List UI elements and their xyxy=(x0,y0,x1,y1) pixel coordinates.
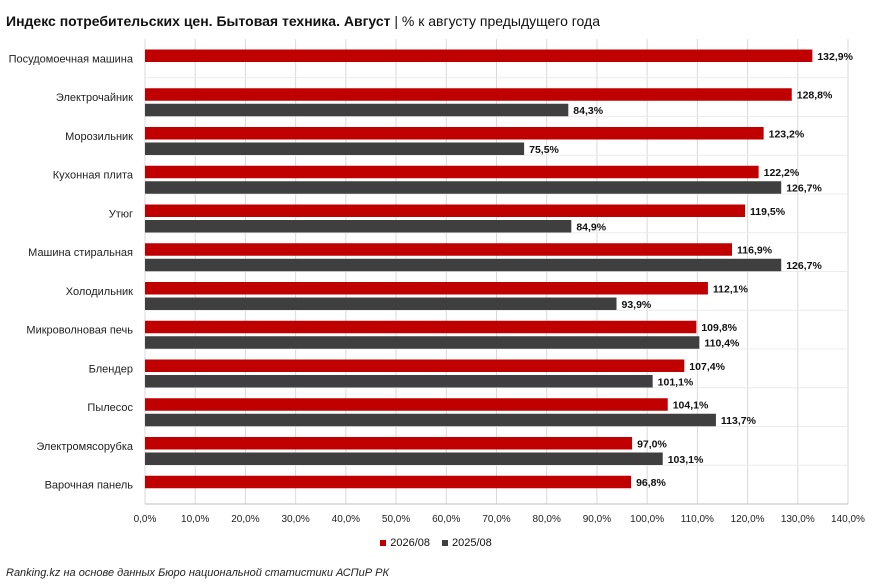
legend-label-2026: 2026/08 xyxy=(390,537,430,549)
legend-label-2025: 2025/08 xyxy=(452,537,492,549)
source-note: Ranking.kz на основе данных Бюро национа… xyxy=(6,567,389,579)
data-label: 96,8% xyxy=(636,477,666,489)
x-tick-label: 40,0% xyxy=(332,514,360,525)
data-label: 97,0% xyxy=(637,438,667,450)
legend-item-2025: 2025/08 xyxy=(442,537,492,549)
bar-2026-08 xyxy=(145,282,708,295)
x-tick-label: 70,0% xyxy=(482,514,510,525)
bar-chart: 0,0% 10,0% 20,0% 30,0% 40,0% 50,0% 60,0% 70,0% 8… xyxy=(9,39,865,525)
data-label: 103,1% xyxy=(668,454,704,466)
bar-2025-08 xyxy=(145,142,525,155)
category-label: Посудомоечная машина xyxy=(9,53,134,65)
x-tick-label: 120,0% xyxy=(731,514,765,525)
data-label: 116,9% xyxy=(737,245,773,257)
category-label: Микроволновая печь xyxy=(26,325,133,337)
data-label: 93,9% xyxy=(622,299,652,311)
x-tick-label: 0,0% xyxy=(134,514,157,525)
bar-2025-08 xyxy=(145,375,653,388)
category-label: Утюг xyxy=(109,208,133,220)
category-label: Электрочайник xyxy=(56,92,133,104)
x-tick-label: 80,0% xyxy=(533,514,561,525)
x-tick-label: 130,0% xyxy=(781,514,815,525)
bar-2026-08 xyxy=(145,127,764,140)
bar-2026-08 xyxy=(145,243,733,256)
legend-item-2026: 2026/08 xyxy=(380,537,430,549)
data-label: 123,2% xyxy=(769,128,805,140)
bar-2026-08 xyxy=(145,437,633,450)
data-label: 126,7% xyxy=(786,260,822,272)
x-tick-label: 110,0% xyxy=(681,514,714,525)
data-label: 75,5% xyxy=(529,144,559,156)
x-tick-label: 30,0% xyxy=(281,514,309,525)
bar-2025-08 xyxy=(145,220,572,233)
chart-title-main: Индекс потребительских цен. Бытовая техн… xyxy=(6,13,391,29)
category-label: Варочная панель xyxy=(45,480,134,492)
category-label: Кухонная плита xyxy=(53,170,134,182)
bar-2025-08 xyxy=(145,452,663,465)
chart-title-separator: | xyxy=(394,13,399,29)
bar-2025-08 xyxy=(145,336,700,349)
bar-2026-08 xyxy=(145,165,759,179)
data-label: 113,7% xyxy=(721,415,757,427)
x-tick-label: 100,0% xyxy=(630,514,664,525)
legend: 2026/08 2025/08 xyxy=(0,537,872,549)
data-label: 122,2% xyxy=(764,167,800,179)
category-label: Машина стиральная xyxy=(28,247,133,259)
data-label: 119,5% xyxy=(750,206,786,218)
bar-2025-08 xyxy=(145,258,782,272)
bar-2025-08 xyxy=(145,297,617,310)
data-label: 126,7% xyxy=(786,183,822,195)
bar-2026-08 xyxy=(145,88,792,101)
category-label: Морозильник xyxy=(65,131,133,143)
data-label: 109,8% xyxy=(701,322,737,334)
data-label: 110,4% xyxy=(704,338,740,350)
category-label: Электромясорубка xyxy=(36,441,134,453)
bar-2026-08 xyxy=(145,320,697,334)
bar-2025-08 xyxy=(145,413,716,427)
bar-2026-08 xyxy=(145,359,685,372)
x-tick-label: 60,0% xyxy=(432,514,460,525)
category-label: Холодильник xyxy=(66,286,133,298)
legend-swatch-2026 xyxy=(380,540,387,546)
category-label: Пылесос xyxy=(87,402,133,414)
category-label: Блендер xyxy=(89,363,133,375)
x-tick-label: 140,0% xyxy=(831,514,865,525)
x-tick-label: 50,0% xyxy=(382,514,410,525)
chart-title: Индекс потребительских цен. Бытовая техн… xyxy=(6,13,600,29)
data-label: 84,9% xyxy=(576,221,606,233)
chart-title-subtitle: % к августу предыдущего года xyxy=(401,13,600,29)
bar-2025-08 xyxy=(145,103,569,117)
data-label: 84,3% xyxy=(573,105,603,117)
data-label: 107,4% xyxy=(689,361,725,373)
data-label: 132,9% xyxy=(817,51,853,63)
bar-2026-08 xyxy=(145,204,746,217)
legend-swatch-2025 xyxy=(442,540,448,546)
data-label: 112,1% xyxy=(713,283,749,295)
bar-2026-08 xyxy=(145,49,813,62)
data-label: 128,8% xyxy=(797,90,833,102)
data-label: 101,1% xyxy=(658,376,694,388)
data-label: 104,1% xyxy=(673,400,709,412)
x-tick-label: 10,0% xyxy=(181,514,209,525)
bar-2026-08 xyxy=(145,475,632,489)
bar-2025-08 xyxy=(145,181,782,194)
x-tick-label: 90,0% xyxy=(583,514,611,525)
x-tick-label: 20,0% xyxy=(231,514,259,525)
bar-2026-08 xyxy=(145,398,668,411)
